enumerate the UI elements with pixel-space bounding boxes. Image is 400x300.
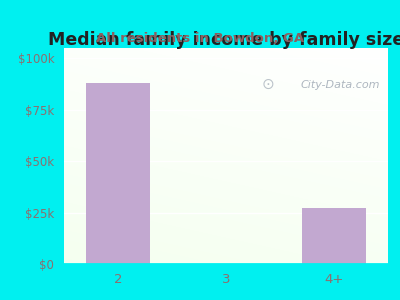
Bar [302,208,366,264]
Title: Median family income by family size: Median family income by family size [48,31,400,49]
Bar [86,83,150,264]
Text: All residents in Bowdon, GA: All residents in Bowdon, GA [96,32,304,44]
Text: ⊙: ⊙ [262,77,274,92]
Text: City-Data.com: City-Data.com [300,80,380,90]
